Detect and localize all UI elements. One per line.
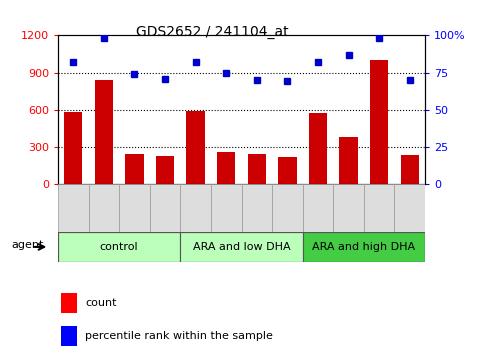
Bar [309, 113, 327, 184]
Bar [180, 184, 211, 232]
Text: percentile rank within the sample: percentile rank within the sample [85, 331, 273, 341]
Text: ARA and high DHA: ARA and high DHA [313, 242, 415, 252]
Bar [217, 152, 235, 184]
Bar [211, 184, 242, 232]
Bar [58, 184, 88, 232]
Bar [278, 158, 297, 184]
Bar [180, 232, 303, 262]
Text: control: control [100, 242, 139, 252]
Bar [370, 60, 388, 184]
Bar [272, 184, 303, 232]
Bar [156, 156, 174, 184]
Text: GDS2652 / 241104_at: GDS2652 / 241104_at [136, 25, 289, 39]
Bar [58, 232, 180, 262]
Bar [303, 184, 333, 232]
Bar [64, 112, 83, 184]
Bar [186, 111, 205, 184]
Bar [248, 154, 266, 184]
Bar [95, 80, 113, 184]
Bar [61, 326, 77, 346]
Text: count: count [85, 298, 117, 308]
Bar [340, 137, 358, 184]
Bar [88, 184, 119, 232]
Bar [333, 184, 364, 232]
Bar [395, 184, 425, 232]
Bar [150, 184, 180, 232]
Bar [242, 184, 272, 232]
Bar [364, 184, 395, 232]
Bar [125, 154, 143, 184]
Bar [61, 293, 77, 313]
Bar [119, 184, 150, 232]
Text: ARA and low DHA: ARA and low DHA [193, 242, 290, 252]
Bar [400, 155, 419, 184]
Bar [303, 232, 425, 262]
Text: agent: agent [12, 240, 44, 250]
